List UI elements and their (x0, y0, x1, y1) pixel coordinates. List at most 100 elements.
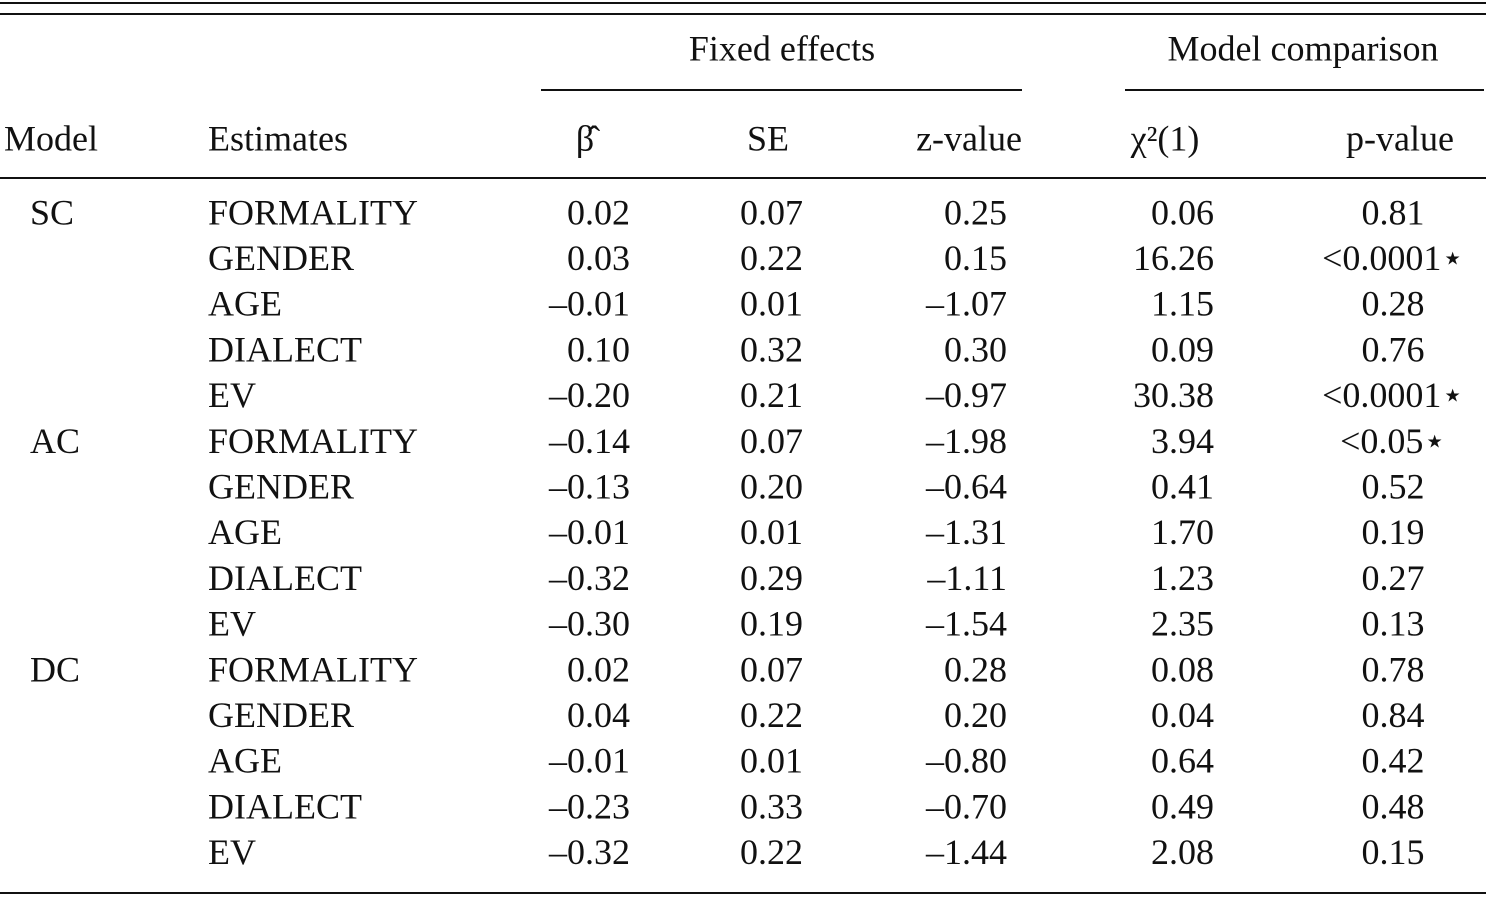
cell: 0.09 (1151, 329, 1214, 369)
estimate-label: FORMALITY (208, 192, 418, 232)
cell: <0.05⋆ (1340, 421, 1446, 461)
cell: –0.14 (548, 421, 630, 461)
cell: 0.19 (740, 604, 803, 644)
cell: 0.19 (1362, 512, 1425, 552)
cell: 0.81 (1362, 192, 1425, 232)
cell: 16.26 (1133, 238, 1214, 278)
cell: 0.21 (740, 375, 803, 415)
cell: 0.28 (1362, 284, 1425, 324)
cell: 0.07 (740, 421, 803, 461)
cell: 0.33 (740, 786, 803, 826)
cell: 0.30 (944, 329, 1007, 369)
estimate-label: FORMALITY (208, 421, 418, 461)
estimate-label: AGE (208, 284, 282, 324)
estimate-label: DIALECT (208, 329, 362, 369)
column-header: Estimates (208, 118, 348, 158)
group-header: Model comparison (1168, 28, 1439, 68)
cell: 0.07 (740, 649, 803, 689)
cell: –0.97 (925, 375, 1007, 415)
cell: <0.0001⋆ (1322, 238, 1464, 278)
cell: 0.64 (1151, 741, 1214, 781)
cell: 0.08 (1151, 649, 1214, 689)
column-header: Model (4, 118, 98, 158)
cell: 0.32 (740, 329, 803, 369)
cell: –0.01 (548, 512, 630, 552)
cell: 0.04 (1151, 695, 1214, 735)
cell: 30.38 (1133, 375, 1214, 415)
estimate-label: AGE (208, 512, 282, 552)
cell: 3.94 (1151, 421, 1214, 461)
column-header: χ²(1) (1130, 118, 1200, 158)
estimate-label: GENDER (208, 695, 354, 735)
cell: 0.02 (567, 192, 630, 232)
cell: 0.15 (944, 238, 1007, 278)
model-label: AC (30, 421, 80, 461)
estimate-label: EV (208, 375, 256, 415)
cell: –0.13 (548, 466, 630, 506)
cell: 0.78 (1362, 649, 1425, 689)
cell: 0.49 (1151, 786, 1214, 826)
cell: 0.41 (1151, 466, 1214, 506)
cell: 0.01 (740, 284, 803, 324)
estimate-label: EV (208, 832, 256, 872)
cell: –1.31 (925, 512, 1007, 552)
cell: 0.20 (944, 695, 1007, 735)
estimate-label: FORMALITY (208, 649, 418, 689)
cell: 0.03 (567, 238, 630, 278)
cell: 0.22 (740, 695, 803, 735)
cell: 0.02 (567, 649, 630, 689)
cell: 0.01 (740, 512, 803, 552)
cell: 0.76 (1362, 329, 1425, 369)
estimate-label: EV (208, 604, 256, 644)
cell: –1.11 (926, 558, 1007, 598)
estimate-label: DIALECT (208, 558, 362, 598)
group-header: Fixed effects (689, 28, 875, 68)
cell: –1.98 (925, 421, 1007, 461)
cell: –0.32 (548, 558, 630, 598)
cell: –0.23 (548, 786, 630, 826)
cell: 0.01 (740, 741, 803, 781)
estimate-label: AGE (208, 741, 282, 781)
cell: –0.64 (925, 466, 1007, 506)
cell: 0.22 (740, 832, 803, 872)
cell: –0.20 (548, 375, 630, 415)
cell: –0.01 (548, 284, 630, 324)
estimate-label: DIALECT (208, 786, 362, 826)
model-label: DC (30, 649, 80, 689)
cell: 0.10 (567, 329, 630, 369)
cell: 0.20 (740, 466, 803, 506)
cell: –0.80 (925, 741, 1007, 781)
cell: 2.35 (1151, 604, 1214, 644)
cell: 0.28 (944, 649, 1007, 689)
model-label: SC (30, 192, 74, 232)
column-header: z-value (916, 118, 1022, 158)
cell: 0.29 (740, 558, 803, 598)
column-header: SE (747, 118, 789, 158)
cell: –0.01 (548, 741, 630, 781)
cell: 1.23 (1151, 558, 1214, 598)
cell: 0.84 (1362, 695, 1425, 735)
cell: –0.70 (925, 786, 1007, 826)
estimate-label: GENDER (208, 238, 354, 278)
cell: 2.08 (1151, 832, 1214, 872)
cell: 0.25 (944, 192, 1007, 232)
cell: –1.54 (925, 604, 1007, 644)
cell: 1.15 (1151, 284, 1214, 324)
cell: 0.22 (740, 238, 803, 278)
cell: –1.44 (925, 832, 1007, 872)
cell: 0.07 (740, 192, 803, 232)
cell: –1.07 (925, 284, 1007, 324)
cell: 0.27 (1362, 558, 1425, 598)
cell: 0.52 (1362, 466, 1425, 506)
cell: 0.04 (567, 695, 630, 735)
cell: 0.15 (1362, 832, 1425, 872)
column-header: β̂ (576, 118, 600, 158)
estimate-label: GENDER (208, 466, 354, 506)
cell: 0.13 (1362, 604, 1425, 644)
cell: 1.70 (1151, 512, 1214, 552)
cell: 0.42 (1362, 741, 1425, 781)
column-header: p-value (1346, 118, 1454, 158)
cell: 0.48 (1362, 786, 1425, 826)
cell: –0.32 (548, 832, 630, 872)
